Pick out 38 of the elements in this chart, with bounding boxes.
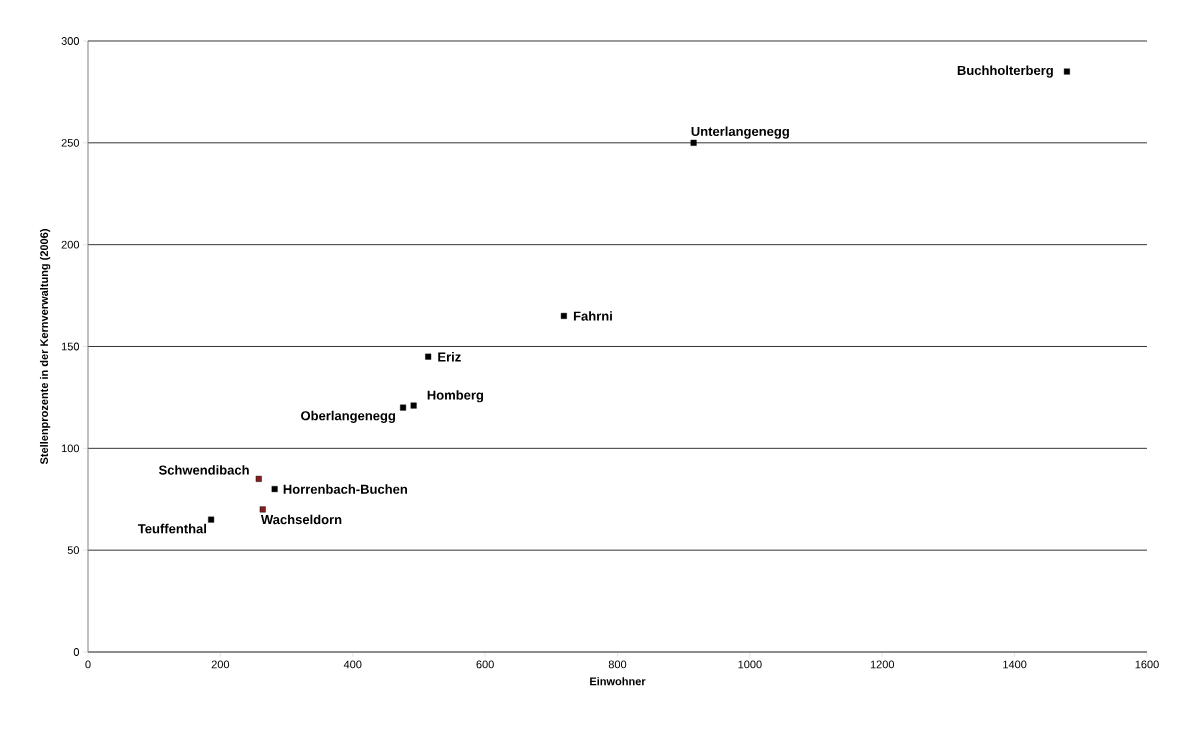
point <box>271 486 278 493</box>
y-tick-label: 200 <box>61 240 80 249</box>
point <box>690 139 697 146</box>
annotation: Eriz <box>438 351 461 362</box>
y-tick-label: 50 <box>67 546 80 555</box>
y-tick-label: 100 <box>61 444 80 453</box>
y-tick-label: 300 <box>61 37 80 45</box>
x-tick-label: 1200 <box>870 660 895 669</box>
x-tick-label: 1600 <box>1135 660 1159 669</box>
x-tick-label: 200 <box>211 660 230 669</box>
annotation: Schwendibach <box>158 465 249 475</box>
x-tick-label: 1400 <box>1003 660 1027 669</box>
y-tick-label: 150 <box>61 342 80 351</box>
x-tick-label: 800 <box>608 660 627 669</box>
x-tick-label: 600 <box>476 660 494 669</box>
annotation: Buchholterberg <box>957 65 1053 78</box>
x-tick-label: 1000 <box>738 660 762 669</box>
point <box>410 402 417 409</box>
annotation: Oberlangenegg <box>301 410 395 423</box>
point <box>1063 68 1070 75</box>
x-axis-title: Einwohner <box>590 677 646 686</box>
annotation: Homberg <box>427 390 484 403</box>
point <box>400 404 407 411</box>
y-tick-label: 250 <box>61 138 80 147</box>
annotation: Unterlangenegg <box>691 126 789 139</box>
x-tick-label: 0 <box>85 660 91 669</box>
y-tick-label: 0 <box>73 648 80 656</box>
x-tick-label: 400 <box>343 660 362 669</box>
annotation: Fahrni <box>573 311 612 321</box>
point <box>255 475 262 482</box>
annotation: Horrenbach-Buchen <box>283 484 407 494</box>
point <box>560 312 567 319</box>
point <box>425 353 432 360</box>
point <box>208 516 215 523</box>
y-axis-title: Stellenprozente in der Kernverwaltung (2006) <box>39 229 51 465</box>
annotation: Teuffenthal <box>137 523 206 534</box>
point <box>259 506 266 513</box>
annotation: Wachseldorn <box>260 514 342 525</box>
